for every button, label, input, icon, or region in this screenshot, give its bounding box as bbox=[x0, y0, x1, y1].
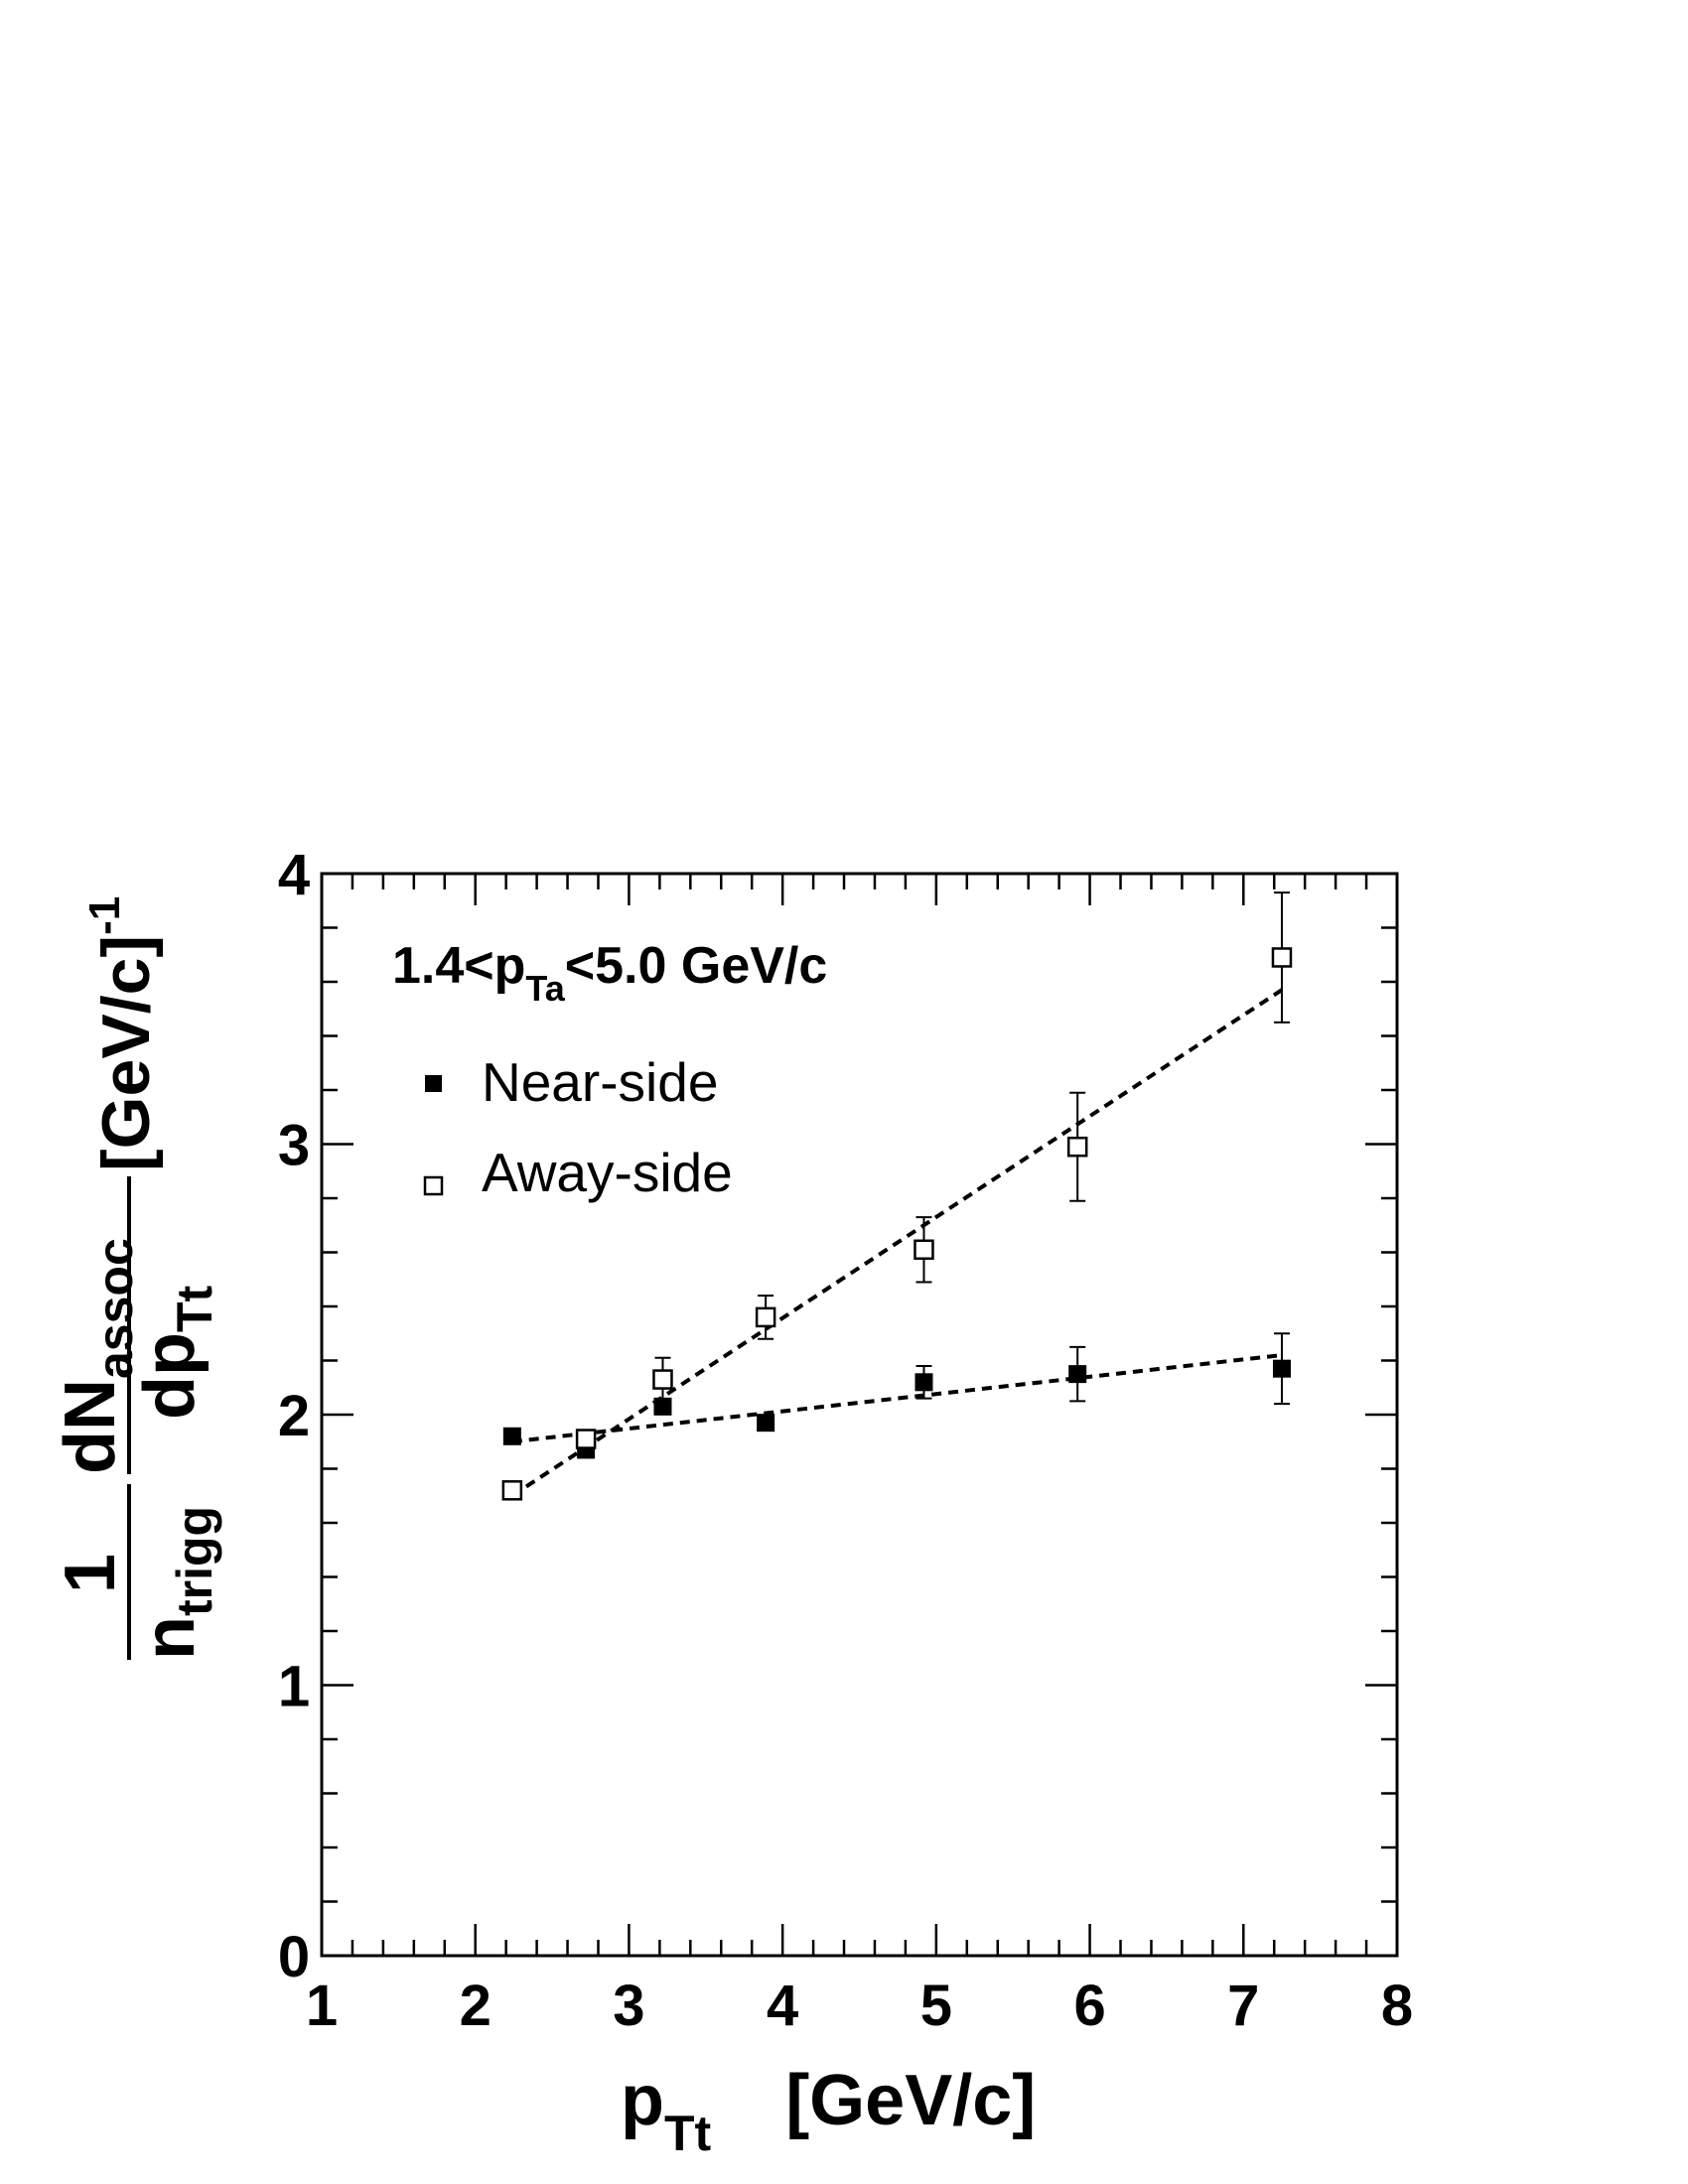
x-tick-label: 6 bbox=[1073, 1974, 1105, 2038]
fit-line-near-side bbox=[511, 1353, 1283, 1444]
away-side-point bbox=[575, 1429, 597, 1449]
axis-ticks bbox=[320, 872, 1399, 1958]
x-tick-label: 2 bbox=[460, 1974, 492, 2038]
legend-label-away-side: Away-side bbox=[482, 1142, 733, 1203]
y-axis-title-num-main: dN bbox=[51, 1379, 130, 1474]
annotation-main: 1.4<p bbox=[392, 937, 525, 995]
plot-frame bbox=[320, 872, 1399, 1958]
near-side-point bbox=[914, 1373, 933, 1392]
y-tick-label: 0 bbox=[278, 1925, 310, 1989]
x-axis-title-sub: Tt bbox=[664, 2106, 712, 2161]
y-tick-label: 1 bbox=[278, 1655, 310, 1719]
near-side-point bbox=[757, 1414, 775, 1433]
legend-label-near-side: Near-side bbox=[482, 1051, 718, 1113]
y-axis-title-unit-sup: -1 bbox=[80, 896, 129, 935]
y-tick-label: 3 bbox=[278, 1114, 310, 1178]
y-axis-title-dp: dpTt bbox=[130, 1285, 222, 1420]
away-side-point bbox=[501, 1480, 523, 1501]
legend-marker-near-side bbox=[425, 1075, 442, 1092]
y-axis-title-denominator: ntrigg bbox=[130, 1506, 222, 1660]
annotation-tail: <5.0 GeV/c bbox=[565, 937, 828, 995]
away-side-point bbox=[914, 1239, 934, 1261]
data-points bbox=[501, 891, 1293, 1501]
near-side-point bbox=[502, 1427, 521, 1445]
y-axis-title-dp-sub: Tt bbox=[167, 1285, 222, 1332]
away-side-point bbox=[1271, 947, 1293, 968]
near-side-point bbox=[1068, 1365, 1087, 1384]
y-tick-label: 4 bbox=[278, 843, 310, 907]
y-axis-title-num-sub: assoc bbox=[87, 1238, 143, 1379]
x-tick-label: 1 bbox=[306, 1974, 338, 2038]
fit-line-away-side bbox=[510, 988, 1284, 1498]
legend: Near-side Away-side bbox=[423, 1051, 733, 1203]
legend-marker-away-side bbox=[423, 1175, 444, 1196]
y-axis-title-unit-main: [GeV/c] bbox=[88, 935, 164, 1171]
y-axis-title-denom-main: n bbox=[130, 1616, 210, 1660]
annotation: 1.4<pTa<5.0 GeV/c bbox=[392, 937, 827, 1009]
y-axis-title-one: 1 bbox=[51, 1554, 130, 1593]
x-axis-title: pTt [GeV/c] bbox=[621, 2061, 1036, 2161]
x-axis-title-main: p bbox=[621, 2061, 664, 2140]
y-axis-title: 1 ntrigg dNassoc dpTt [GeV/c]-1 bbox=[51, 896, 222, 1660]
away-side-point bbox=[1066, 1136, 1088, 1158]
x-tick-label: 7 bbox=[1227, 1974, 1259, 2038]
x-axis-title-unit: [GeV/c] bbox=[785, 2061, 1036, 2140]
away-side-point bbox=[755, 1306, 776, 1328]
away-side-point bbox=[652, 1369, 673, 1390]
fit-lines bbox=[510, 988, 1284, 1498]
x-tick-label: 4 bbox=[767, 1974, 798, 2038]
y-axis-title-numerator: dNassoc bbox=[51, 1238, 143, 1474]
y-tick-label: 2 bbox=[278, 1384, 310, 1448]
near-side-point bbox=[1272, 1359, 1291, 1378]
y-axis-title-unit: [GeV/c]-1 bbox=[80, 896, 164, 1171]
y-axis-title-dp-main: dp bbox=[130, 1332, 210, 1420]
x-tick-label: 8 bbox=[1381, 1974, 1413, 2038]
annotation-sub: Ta bbox=[525, 968, 565, 1009]
y-axis-title-denom-sub: trigg bbox=[167, 1506, 222, 1616]
x-tick-label: 5 bbox=[920, 1974, 952, 2038]
x-tick-label: 3 bbox=[613, 1974, 644, 2038]
